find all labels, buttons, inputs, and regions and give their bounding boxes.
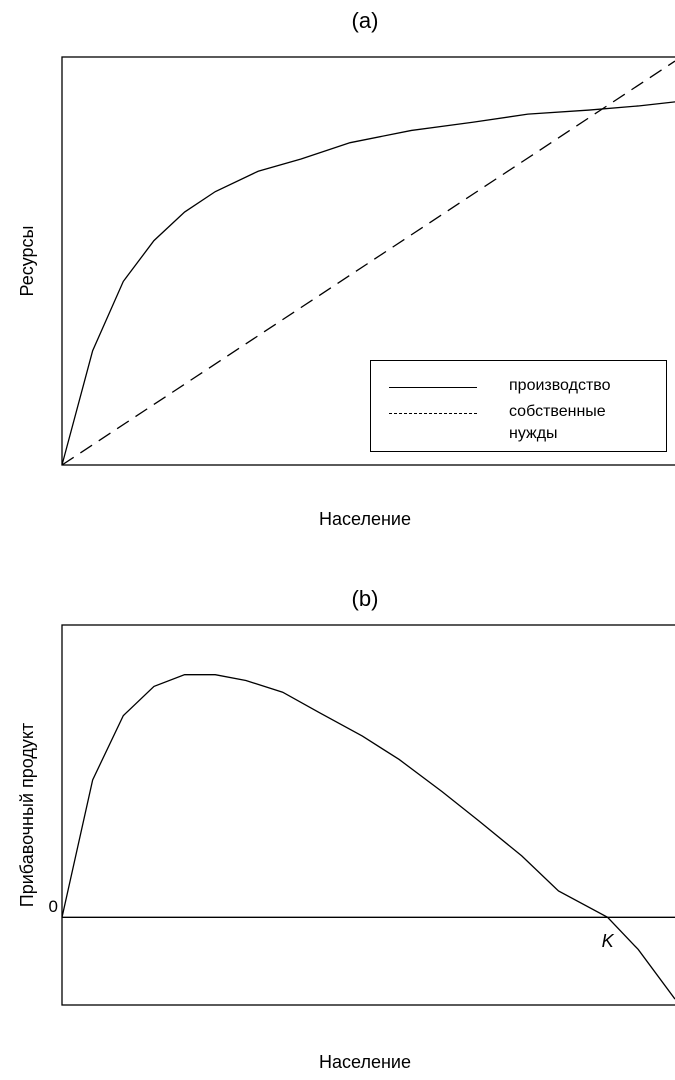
legend-label: собственные нужды bbox=[509, 403, 606, 442]
chart-title: (a) bbox=[352, 8, 379, 33]
series-line bbox=[61, 60, 675, 466]
plot-frame bbox=[61, 56, 675, 466]
chart-title: (b) bbox=[352, 586, 379, 611]
series-line bbox=[61, 101, 675, 466]
series-line bbox=[61, 674, 675, 1000]
y-axis-label: Ресурсы bbox=[17, 226, 37, 297]
plot-frame bbox=[61, 624, 675, 1006]
x-axis-label: Население bbox=[319, 1052, 411, 1072]
annotation: K bbox=[602, 931, 615, 951]
legend-swatch bbox=[389, 413, 477, 414]
legend-label: производство bbox=[509, 377, 611, 394]
legend-swatch bbox=[389, 387, 477, 388]
legend: производство собственные нужды bbox=[370, 360, 667, 452]
x-axis-label: Население bbox=[319, 509, 411, 529]
y-axis-label: Прибавочный продукт bbox=[17, 723, 37, 907]
y-tick-label: 0 bbox=[49, 897, 58, 916]
